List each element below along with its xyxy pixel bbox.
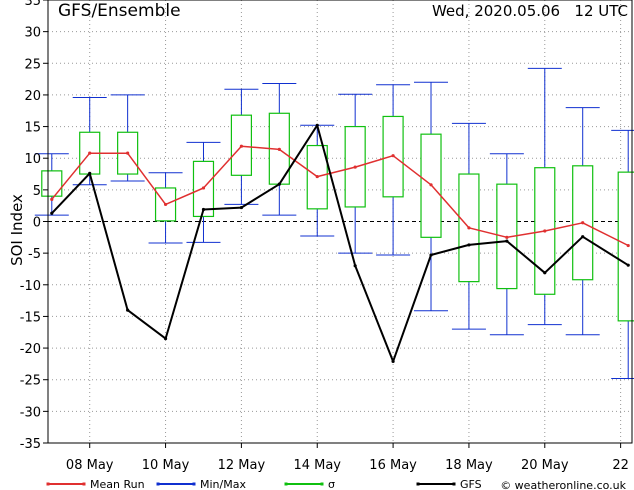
mean-run-point (277, 147, 281, 151)
mean-run-point (626, 243, 630, 248)
gfs-point (315, 123, 319, 127)
gfs-point (126, 308, 130, 312)
mean-run-point (467, 226, 471, 230)
site-credit: © weatheronline.co.uk (500, 479, 626, 490)
legend-marker-gfs (452, 482, 456, 486)
gfs-point (88, 171, 92, 176)
legend-marker-mean (46, 482, 50, 486)
y-tick-label: -35 (20, 437, 41, 452)
legend-label-mean: Mean Run (90, 478, 145, 490)
mean-run-point (505, 235, 509, 239)
y-tick-label: 0 (33, 216, 41, 231)
legend-marker-minmax (192, 482, 196, 486)
gfs-point (163, 336, 168, 341)
gfs-point (201, 207, 206, 212)
legend-marker-sigma (320, 482, 324, 486)
x-tick-label: 12 May (218, 458, 266, 473)
y-tick-label: 30 (24, 26, 41, 41)
y-tick-label: 25 (24, 57, 41, 72)
y-tick-label: 10 (24, 152, 41, 167)
x-tick-label: 08 May (66, 458, 114, 473)
y-tick-label: 5 (33, 184, 41, 199)
mean-run-point (315, 174, 319, 179)
gfs-point (277, 182, 281, 186)
legend: Mean Run Min/Max σ GFS (46, 478, 482, 490)
y-tick-label: -15 (20, 310, 41, 325)
gfs-point (505, 239, 509, 243)
legend-label-sigma: σ (328, 478, 335, 490)
y-tick-label: -25 (20, 374, 41, 389)
legend-label-gfs: GFS (460, 478, 482, 490)
y-tick-label: -30 (20, 405, 41, 420)
x-tick-label: 20 May (521, 458, 569, 473)
x-tick-label: 14 May (293, 458, 341, 473)
legend-marker-mean (82, 482, 86, 486)
legend-marker-sigma (284, 482, 288, 486)
mean-run-point (88, 151, 92, 155)
legend-marker-gfs (416, 482, 420, 486)
gfs-point (353, 264, 357, 268)
sigma-box (41, 170, 63, 197)
mean-run-point (391, 154, 395, 158)
mean-run-point (429, 183, 433, 187)
mean-run-point (163, 202, 168, 207)
mean-run-point (201, 186, 206, 190)
y-tick-label: 20 (24, 89, 41, 104)
run-timestamp: Wed, 2020.05.06 12 UTC (432, 2, 628, 20)
chart-title: GFS/Ensemble (58, 1, 181, 21)
legend-label-minmax: Min/Max (200, 478, 246, 490)
gfs-point (429, 253, 433, 257)
mean-run-point (353, 165, 357, 169)
gfs-point (50, 211, 54, 215)
mean-run-point (581, 221, 585, 225)
gfs-line (51, 124, 629, 363)
mean-run-line (51, 145, 629, 247)
gfs-point (391, 359, 395, 363)
axis-layer: -35 -30 -25 -20 -15 -10 -5 0 5 10 15 20 25 30 35 08 May… (20, 0, 629, 473)
gfs-point (467, 243, 471, 247)
y-tick-label: 35 (24, 0, 41, 9)
mean-run-point (50, 197, 54, 201)
mean-run-point (543, 229, 547, 233)
legend-marker-minmax (156, 482, 160, 486)
x-tick-label: 10 May (142, 458, 190, 473)
gfs-point (239, 205, 244, 210)
y-tick-label: -5 (28, 247, 41, 262)
data-layer (34, 67, 634, 379)
gfs-point (543, 271, 547, 275)
y-tick-label: -10 (20, 279, 41, 294)
y-tick-label: -20 (20, 342, 41, 357)
x-tick-label: 18 May (445, 458, 493, 473)
y-axis-label: SOI Index (8, 194, 26, 266)
x-tick-label: 22 (612, 458, 629, 473)
x-tick-label: 16 May (369, 458, 417, 473)
gfs-point (626, 263, 630, 267)
sigma-box (617, 171, 634, 322)
gfs-point (581, 235, 585, 239)
y-tick-label: 15 (24, 121, 41, 136)
mean-run-point (126, 151, 130, 155)
mean-run-point (239, 144, 244, 148)
